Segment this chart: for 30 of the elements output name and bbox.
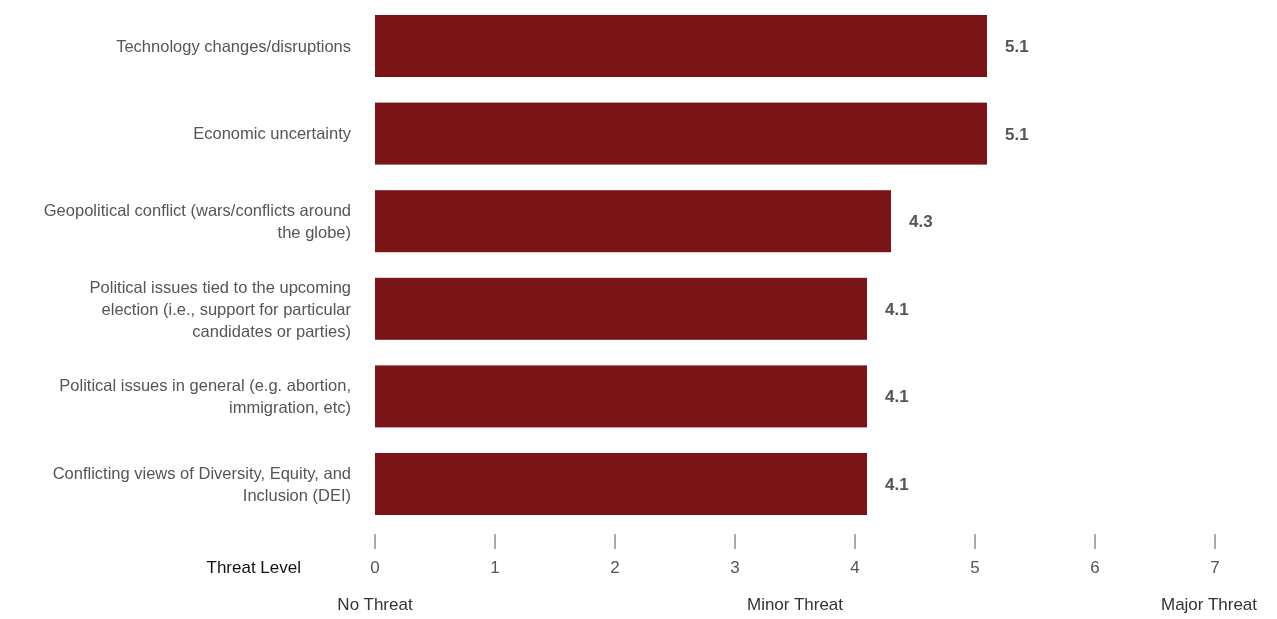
- data-label: 4.3: [909, 212, 933, 232]
- x-tick-label: 0: [370, 558, 380, 577]
- y-tick-label: Economic uncertainty: [193, 124, 352, 143]
- x-tick-label: 5: [970, 558, 980, 577]
- x-tick-label: 7: [1210, 558, 1220, 577]
- bar: [375, 277, 867, 340]
- bar: [375, 102, 987, 165]
- x-tick-label: 2: [610, 558, 620, 577]
- data-label: 4.1: [885, 387, 909, 407]
- text: No Threat: [337, 595, 413, 614]
- bar: [375, 365, 867, 428]
- y-tick-label: Conflicting views of Diversity, Equity, and Inclusion (DEI): [52, 463, 351, 504]
- y-tick-label: Political issues in general (e.g. abortion, immigration, etc): [59, 376, 351, 417]
- text: Minor Threat: [746, 595, 844, 614]
- data-label: 5.1: [1005, 124, 1029, 144]
- y-tick-label: Technology changes/disruptions: [116, 36, 351, 55]
- data-label: 5.1: [1005, 36, 1029, 56]
- y-tick-label: Geopolitical conflict (wars/conflicts around the globe): [43, 200, 351, 241]
- x-tick-label: 1: [490, 558, 500, 577]
- data-label: 4.1: [885, 299, 909, 319]
- y-tick-label: Political issues tied to the upcoming election (i.e., support for particular candidates or parties): [89, 277, 352, 340]
- x-tick-label: 3: [730, 558, 740, 577]
- x-tick-label: 4: [850, 558, 860, 577]
- x-tick-label: 6: [1090, 558, 1100, 577]
- text: Major Threat: [1160, 595, 1258, 614]
- bar: [375, 15, 987, 77]
- bar: [375, 190, 891, 253]
- x-axis-title: Threat Level: [206, 558, 301, 577]
- bar: [375, 453, 867, 515]
- data-label: 4.1: [885, 474, 909, 494]
